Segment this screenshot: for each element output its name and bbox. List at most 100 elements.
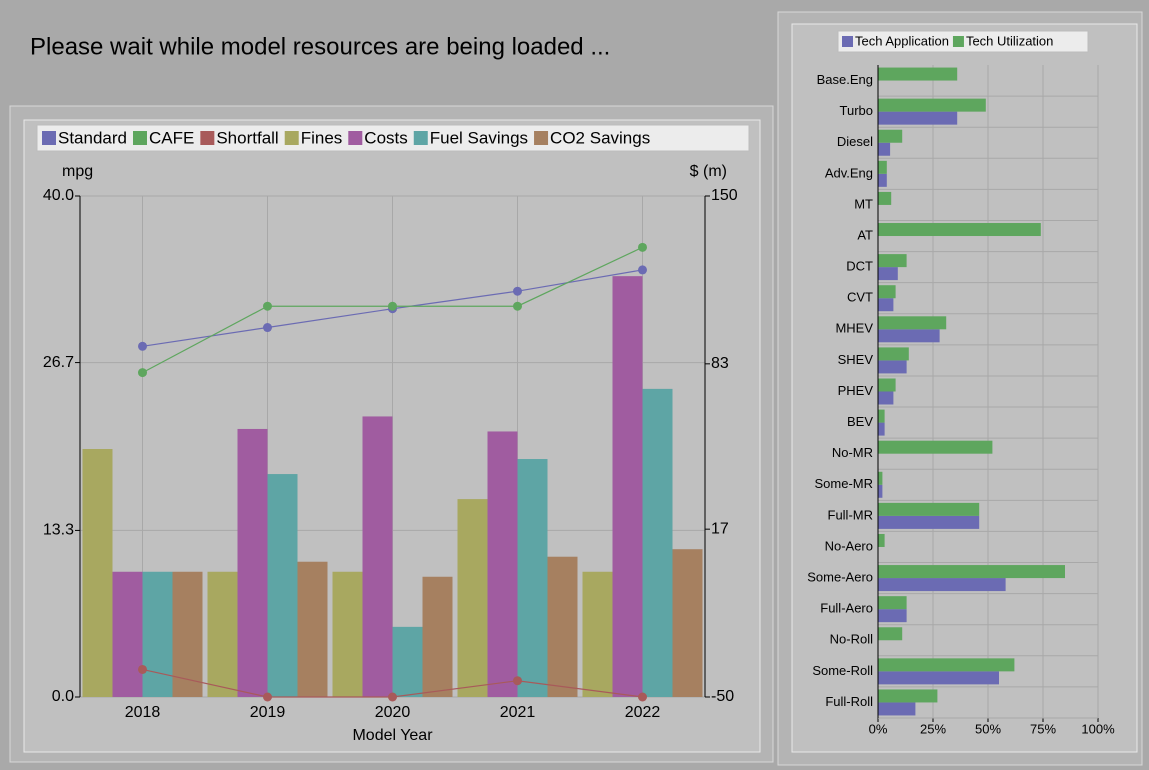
x-tick-label: 0%: [869, 721, 888, 736]
y-tick-label: Full-Roll: [825, 694, 873, 709]
bar: [457, 499, 488, 697]
bar: [878, 67, 958, 81]
bar: [878, 596, 907, 610]
point: [263, 692, 272, 702]
point: [263, 323, 272, 333]
bar: [878, 329, 940, 343]
bar: [878, 671, 999, 685]
legend-label: Tech Utilization: [966, 33, 1053, 48]
bar: [172, 571, 203, 697]
bar: [878, 347, 909, 361]
y-tick-label: Full-MR: [828, 507, 874, 522]
bar: [878, 298, 894, 312]
x-tick-label: 2022: [625, 704, 661, 721]
legend-swatch: [133, 131, 147, 145]
point: [138, 664, 147, 674]
y-tick-label: 26.7: [43, 354, 74, 371]
y-tick-label: No-Aero: [825, 538, 873, 553]
legend-swatch: [952, 36, 964, 47]
x-tick-label: 75%: [1030, 721, 1056, 736]
bar: [878, 515, 980, 529]
point: [388, 692, 397, 702]
y-tick-label: Some-MR: [814, 476, 873, 491]
bar: [878, 627, 903, 641]
bar: [82, 449, 113, 697]
legend-label: CO2 Savings: [550, 128, 650, 147]
legend-swatch: [284, 131, 299, 145]
bar: [878, 409, 885, 423]
legend-label: Shortfall: [216, 128, 278, 147]
legend-label: Fuel Savings: [430, 128, 528, 147]
legend-swatch: [42, 131, 56, 145]
y-axis-label: mpg: [62, 163, 93, 180]
bar: [878, 223, 1041, 237]
bar: [878, 578, 1006, 592]
bar: [878, 173, 887, 187]
y-tick-label: PHEV: [838, 383, 874, 398]
y-tick-label: Some-Roll: [812, 663, 873, 678]
y2-tick-label: 83: [711, 355, 729, 372]
bar: [642, 388, 673, 697]
bar: [142, 571, 173, 697]
point: [513, 286, 522, 296]
y-tick-label: BEV: [847, 414, 873, 429]
legend-label: CAFE: [149, 128, 194, 147]
bar: [878, 98, 986, 112]
legend-label: Fines: [301, 128, 343, 147]
bar: [582, 571, 613, 697]
bar: [878, 533, 885, 547]
point: [388, 301, 397, 311]
bar: [362, 416, 393, 697]
bar: [878, 502, 980, 516]
bar: [878, 254, 907, 268]
bar: [878, 658, 1015, 672]
y-tick-label: Base.Eng: [817, 72, 873, 87]
y-tick-label: AT: [857, 227, 873, 242]
point: [138, 341, 147, 351]
bar: [878, 391, 894, 405]
x-tick-label: 100%: [1081, 721, 1115, 736]
legend-label: Standard: [58, 128, 127, 147]
y-tick-label: Adv.Eng: [825, 165, 873, 180]
point: [138, 368, 147, 378]
legend-label: Tech Application: [855, 33, 949, 48]
y-tick-label: No-Roll: [830, 632, 873, 647]
bar: [878, 111, 958, 125]
right-chart-area: [791, 23, 1138, 753]
y-tick-label: 40.0: [43, 187, 74, 204]
bar: [392, 626, 423, 697]
bar: [332, 571, 363, 697]
x-tick-label: 2019: [250, 704, 286, 721]
x-axis-label: Model Year: [352, 727, 433, 744]
point: [513, 301, 522, 311]
bar: [878, 129, 903, 143]
y-tick-label: SHEV: [838, 352, 874, 367]
bar: [267, 474, 298, 697]
point: [513, 676, 522, 686]
legend-box: [36, 124, 750, 152]
loading-message: Please wait while model resources are be…: [30, 33, 610, 60]
y-tick-label: 13.3: [43, 522, 74, 539]
legend-swatch: [413, 131, 428, 145]
bar: [878, 267, 898, 281]
point: [638, 242, 647, 252]
bar: [878, 285, 896, 299]
x-tick-label: 2018: [125, 704, 161, 721]
bar: [878, 191, 892, 205]
point: [638, 692, 647, 702]
y-tick-label: Turbo: [840, 103, 873, 118]
x-tick-label: 50%: [975, 721, 1001, 736]
y-tick-label: MT: [854, 196, 873, 211]
bar: [547, 556, 578, 697]
bar: [487, 431, 518, 697]
y-tick-label: 0.0: [52, 688, 74, 705]
bar: [878, 422, 885, 436]
y2-tick-label: 150: [711, 187, 738, 204]
y-tick-label: Diesel: [837, 134, 873, 149]
y-tick-label: Full-Aero: [820, 601, 873, 616]
legend-label: Costs: [364, 128, 407, 147]
y-tick-label: Some-Aero: [807, 570, 873, 585]
legend-swatch: [200, 131, 215, 145]
